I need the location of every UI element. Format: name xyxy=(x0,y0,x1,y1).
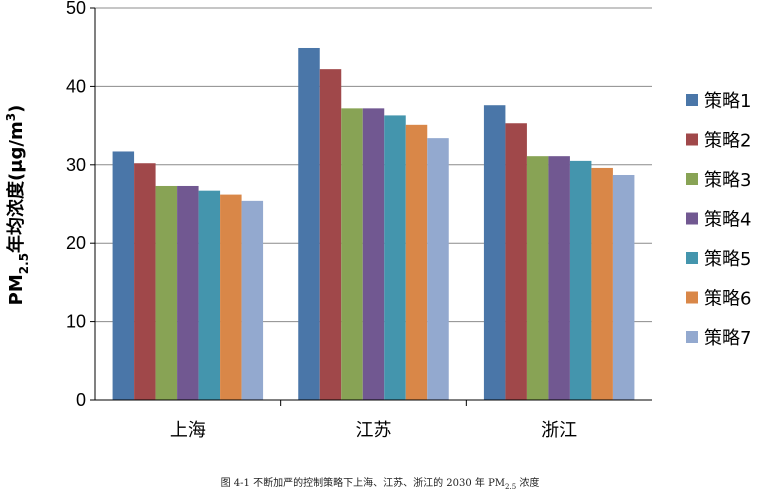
x-category-label: 江苏 xyxy=(356,420,392,441)
x-category-label: 上海 xyxy=(170,420,206,441)
bar xyxy=(198,190,221,400)
y-tick-label: 40 xyxy=(66,76,86,96)
bar xyxy=(427,138,449,401)
bar xyxy=(298,47,320,400)
legend-swatch xyxy=(686,331,698,343)
legend-swatch xyxy=(686,94,698,106)
bar xyxy=(548,156,570,400)
bar xyxy=(483,105,506,400)
y-tick-label: 30 xyxy=(66,155,86,175)
y-tick-label: 0 xyxy=(76,390,86,410)
y-tick-label: 10 xyxy=(66,312,86,332)
legend-label: 策略3 xyxy=(704,170,751,191)
x-category-label: 浙江 xyxy=(541,420,577,441)
legend-label: 策略7 xyxy=(704,328,751,349)
bar xyxy=(505,123,527,401)
bar xyxy=(384,115,406,401)
legend-label: 策略2 xyxy=(704,131,751,152)
legend-swatch xyxy=(686,133,698,146)
bar xyxy=(341,108,363,401)
x-category-labels: 上海 江苏 浙江 xyxy=(170,420,577,441)
axes xyxy=(90,7,652,406)
bar xyxy=(134,163,156,400)
bar xyxy=(526,156,549,400)
y-axis-label: PM2.5年均浓度(μg/m3) xyxy=(4,105,31,306)
legend-label: 策略4 xyxy=(704,210,751,231)
legend-label: 策略6 xyxy=(704,289,751,310)
bar xyxy=(591,167,613,400)
y-tick-label: 50 xyxy=(66,0,86,18)
bar xyxy=(569,160,592,400)
bars xyxy=(112,47,635,401)
bar xyxy=(220,194,242,400)
legend-swatch xyxy=(686,291,698,304)
legend-swatch xyxy=(686,173,698,185)
legend: 策略1 策略2 策略3 策略4 策略5 策略6 策略7 xyxy=(686,91,751,349)
bar xyxy=(362,108,385,401)
y-tick-label: 20 xyxy=(66,233,86,253)
legend-label: 策略5 xyxy=(704,249,751,270)
legend-label: 策略1 xyxy=(704,91,751,112)
legend-swatch xyxy=(686,252,698,264)
bar xyxy=(241,200,264,400)
bar xyxy=(155,185,178,400)
figure-caption: 图 4-1 不断加严的控制策略下上海、江苏、浙江的 2030 年 PM2.5 浓… xyxy=(220,478,540,491)
bar xyxy=(177,185,199,400)
legend-swatch xyxy=(686,212,698,225)
bar xyxy=(405,124,428,400)
bar xyxy=(612,174,635,400)
bar xyxy=(112,151,135,400)
y-tick-labels: 0 10 20 30 40 50 xyxy=(66,0,86,410)
bar xyxy=(319,69,342,400)
